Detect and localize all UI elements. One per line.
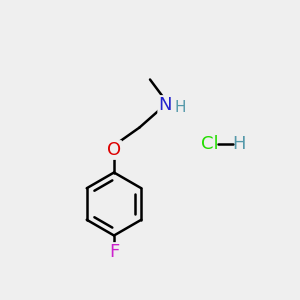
Text: F: F xyxy=(109,243,119,261)
Text: Cl: Cl xyxy=(201,135,219,153)
Text: H: H xyxy=(175,100,186,115)
Text: N: N xyxy=(158,96,172,114)
Text: H: H xyxy=(232,135,245,153)
Text: O: O xyxy=(107,141,121,159)
